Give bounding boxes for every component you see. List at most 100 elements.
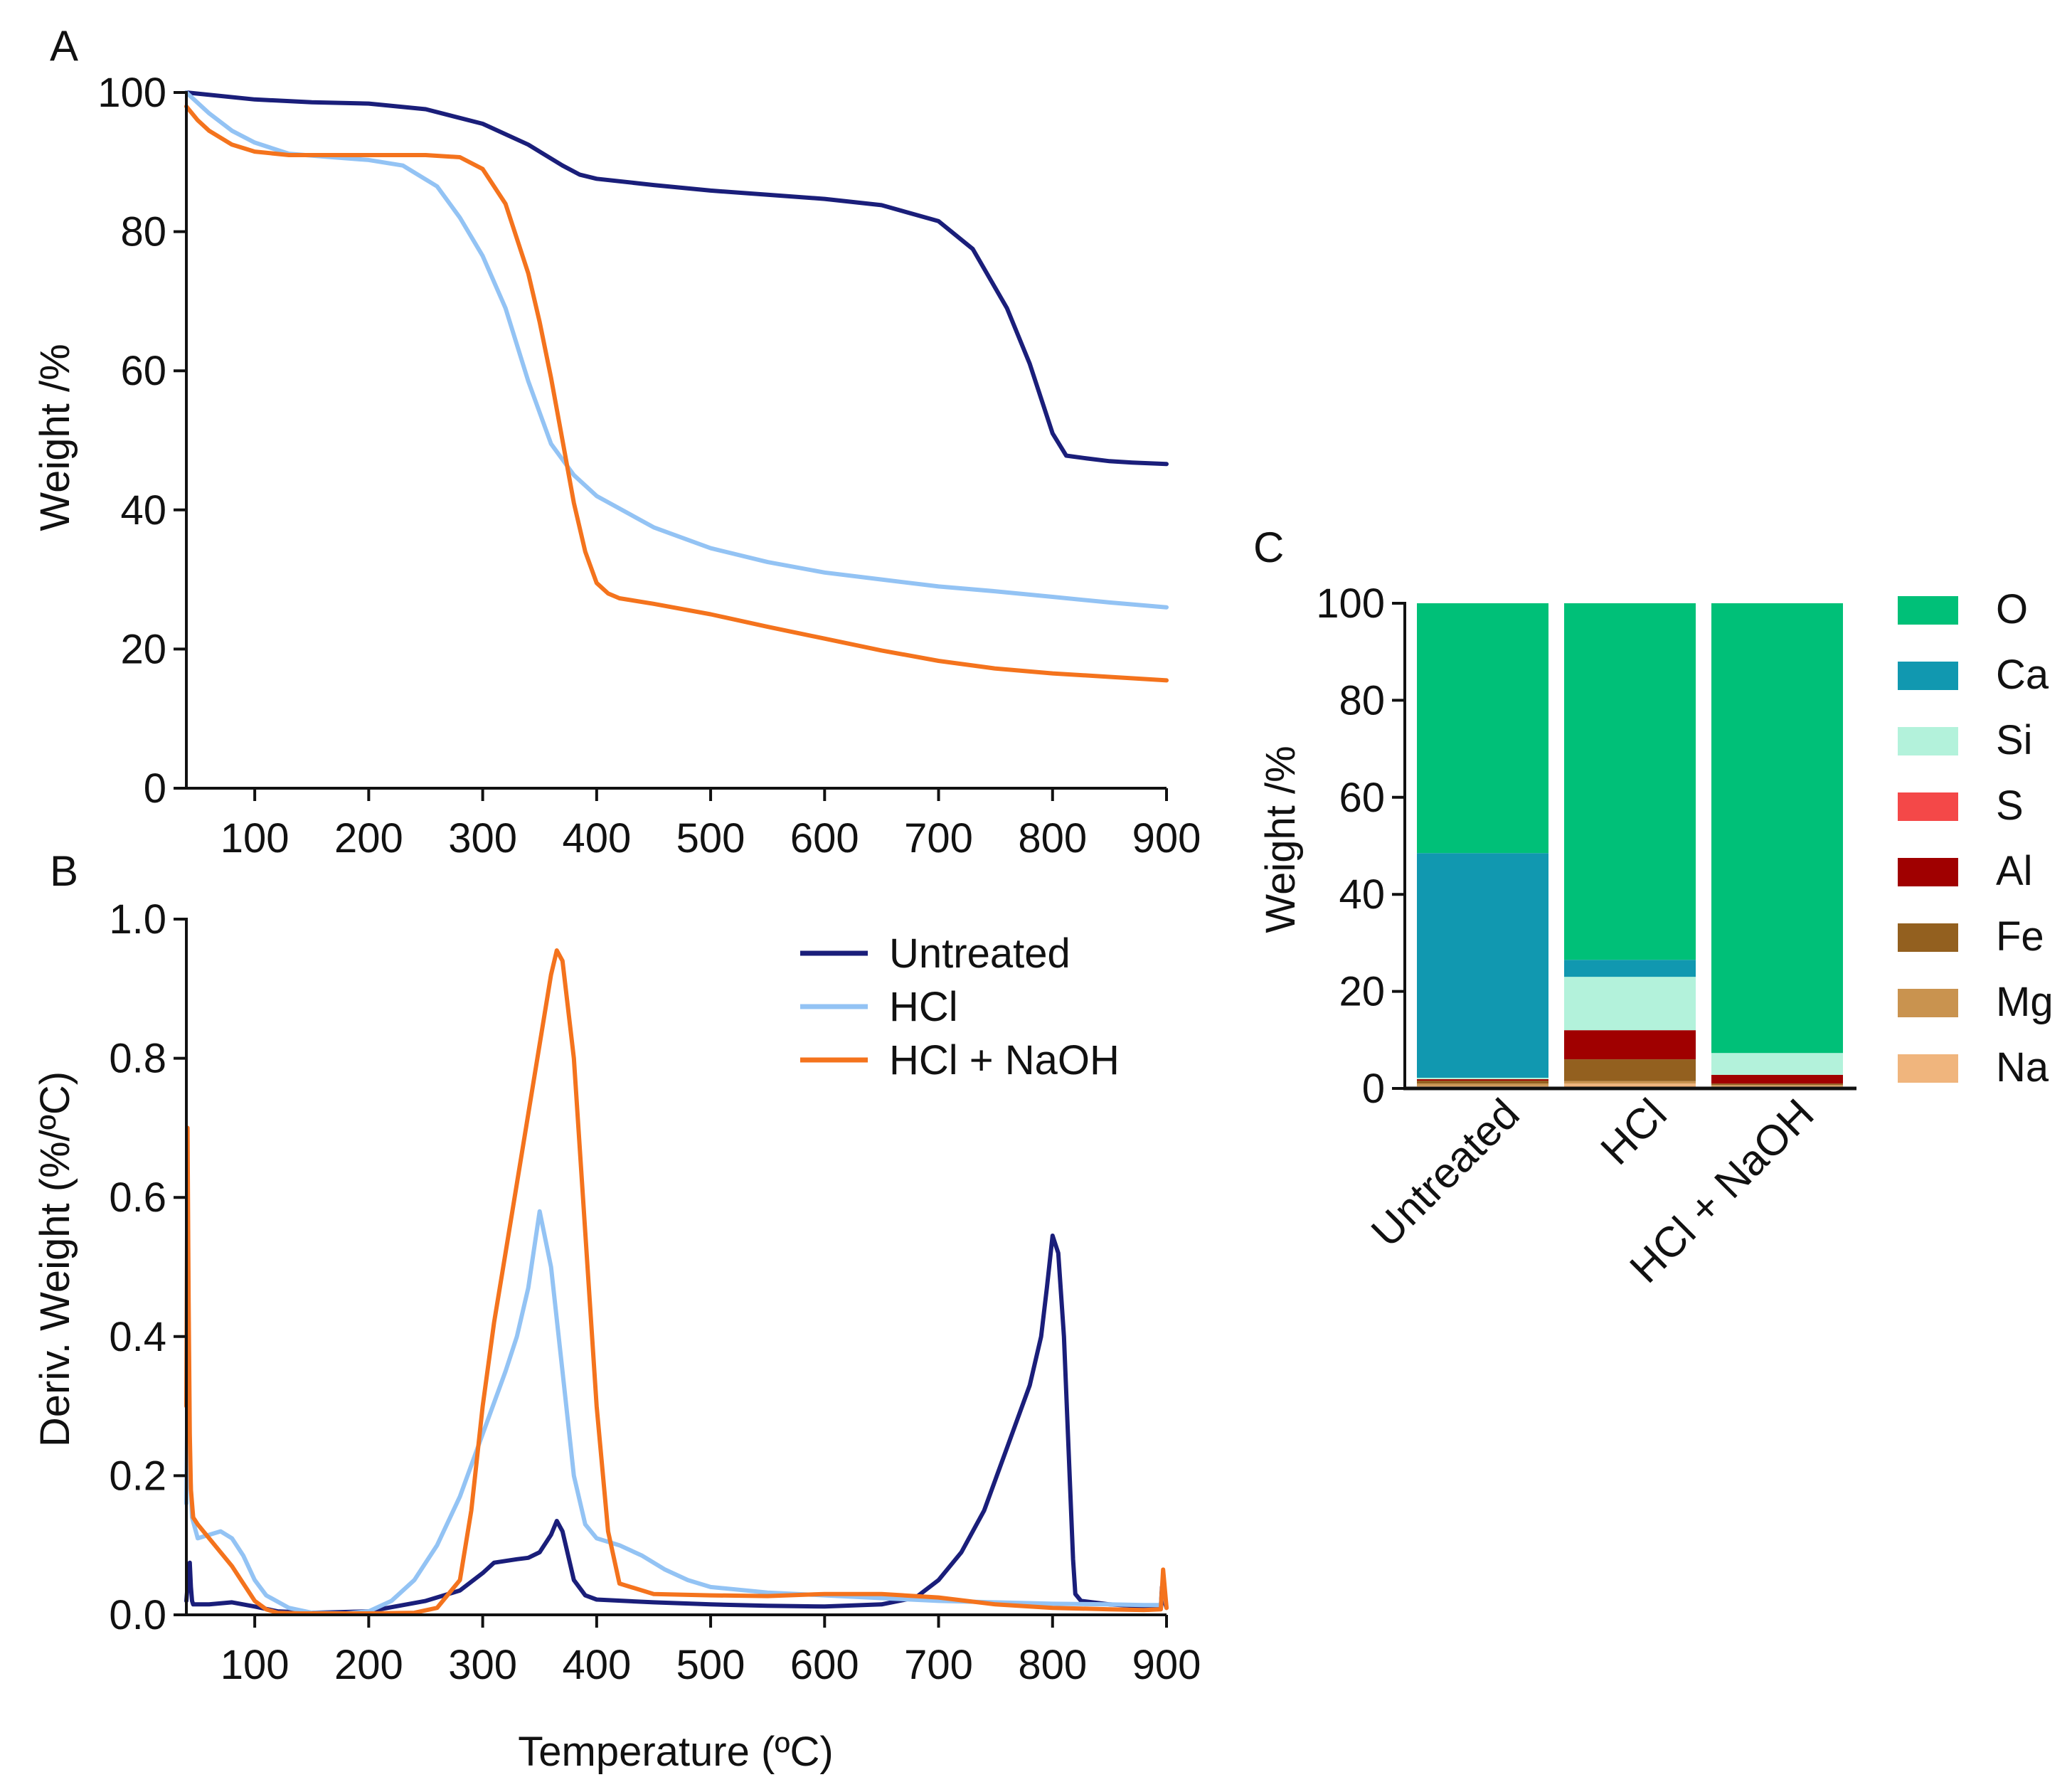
panel-c-bars: [1417, 603, 1843, 1088]
panel-a-y-tick-label: 100: [97, 70, 166, 116]
bar-segment-hcl-ca: [1564, 960, 1696, 977]
panel-a-y-tick-label: 20: [120, 626, 166, 672]
panel-b-x-tick-label: 900: [1132, 1642, 1201, 1688]
panel-b-derivative-chart: B 0.0 0.2 0.4 0.6 0.8 1.0 100 200 300 400 500 600 7…: [32, 847, 1201, 1775]
panel-b-y-axis-title: Deriv. Weight (%/ºC): [32, 1071, 78, 1447]
bar-segment-hcl-al: [1564, 1030, 1696, 1060]
panel-b-y-tick-label: 0.0: [109, 1592, 166, 1638]
category-label-hcl: HCl: [1592, 1090, 1676, 1174]
panel-a-y-axis-title: Weight /%: [32, 344, 78, 531]
legend-swatch-ca: [1898, 662, 1958, 690]
panel-b-x-tick-label: 700: [904, 1642, 973, 1688]
bar-segment-hcl-naoh-si: [1711, 1053, 1843, 1075]
panel-b-series: [184, 948, 1169, 1616]
panel-b-series-line-untreated: [184, 1234, 1169, 1616]
panel-a-y-tick-label: 60: [120, 348, 166, 394]
legend-label-s: S: [1996, 783, 2024, 829]
panel-b-x-tick-label: 100: [221, 1642, 289, 1688]
panel-a-x-tick-label: 800: [1018, 815, 1087, 861]
bar-segment-untreated-fe: [1417, 1081, 1548, 1084]
panel-a-x-tick-label: 400: [562, 815, 631, 861]
panel-c-y-tick-label: 0: [1362, 1066, 1385, 1112]
panel-c-y-tick-label: 20: [1339, 969, 1385, 1015]
panel-a-y-tick-label: 80: [120, 209, 166, 255]
panel-c-y-axis-title: Weight /%: [1258, 746, 1304, 933]
bar-segment-untreated-al: [1417, 1079, 1548, 1081]
legend-label-al: Al: [1996, 848, 2033, 894]
panel-b-x-tick-label: 600: [790, 1642, 859, 1688]
panel-b-series-line-hcl-naoh: [184, 948, 1169, 1616]
panel-b-x-tick-label: 200: [334, 1642, 403, 1688]
bar-segment-untreated-ca: [1417, 853, 1548, 1078]
panel-letter-a: A: [50, 22, 78, 70]
panel-c-y-tick-label: 60: [1339, 775, 1385, 821]
panel-a-x-tick-label: 200: [334, 815, 403, 861]
panel-a-y-ticks: 0 20 40 60 80 100: [97, 70, 186, 812]
bar-segment-untreated-si: [1417, 1077, 1548, 1080]
panel-b-y-ticks: 0.0 0.2 0.4 0.6 0.8 1.0: [109, 896, 186, 1638]
legend-swatch-na: [1898, 1054, 1958, 1083]
legend-label-ca: Ca: [1996, 652, 2049, 698]
panel-b-y-tick-label: 0.8: [109, 1036, 166, 1082]
legend-swatch-o: [1898, 596, 1958, 625]
bar-segment-hcl-o: [1564, 603, 1696, 960]
legend-swatch-s: [1898, 792, 1958, 821]
bar-segment-hcl-fe: [1564, 1059, 1696, 1081]
bar-segment-untreated-o: [1417, 603, 1548, 854]
panel-b-x-tick-label: 300: [448, 1642, 517, 1688]
legend-swatch-al: [1898, 858, 1958, 886]
panel-b-series-line-hcl: [184, 1209, 1169, 1616]
panel-letter-c: C: [1253, 524, 1284, 571]
legend-swatch-si: [1898, 727, 1958, 755]
legend-label-o: O: [1996, 586, 2028, 632]
bar-segment-hcl-si: [1564, 977, 1696, 1031]
panel-a-series-line-hcl: [184, 90, 1169, 610]
legend-swatch-mg: [1898, 989, 1958, 1017]
bar-segment-hcl-naoh-al: [1711, 1074, 1843, 1084]
bar-segment-hcl-naoh-o: [1711, 603, 1843, 1054]
legend-label-mg: Mg: [1996, 979, 2054, 1025]
panel-a-x-tick-label: 600: [790, 815, 859, 861]
panel-a-series: [184, 90, 1169, 683]
panel-c-y-tick-label: 80: [1339, 677, 1385, 723]
panel-a-x-tick-label: 700: [904, 815, 973, 861]
legend-label-untreated: Untreated: [889, 930, 1070, 977]
panel-a-series-line-hcl-naoh: [184, 104, 1169, 683]
legend-swatch-fe: [1898, 923, 1958, 952]
panel-a-thermogravimetric-chart: A 0 20 40 60 80 100 100 200 300 400 500 600 700 800 9…: [32, 22, 1201, 861]
panel-c-y-tick-label: 100: [1316, 580, 1385, 627]
panel-a-x-tick-label: 100: [221, 815, 289, 861]
panel-b-y-tick-label: 0.2: [109, 1453, 166, 1499]
panel-a-y-tick-label: 40: [120, 487, 166, 534]
panel-a-y-tick-label: 0: [144, 765, 166, 812]
bar-segment-hcl-mg: [1564, 1081, 1696, 1084]
legend-label-si: Si: [1996, 717, 2033, 763]
legend-label-hcl-naoh: HCl + NaOH: [889, 1037, 1120, 1083]
panel-letter-b: B: [50, 847, 78, 895]
panel-a-series-line-untreated: [184, 90, 1169, 467]
panel-a-x-tick-label: 900: [1132, 815, 1201, 861]
panel-b-y-tick-label: 0.4: [109, 1314, 166, 1360]
panel-b-y-tick-label: 1.0: [109, 896, 166, 943]
panel-b-x-tick-label: 400: [562, 1642, 631, 1688]
panel-b-y-tick-label: 0.6: [109, 1174, 166, 1221]
x-axis-title-temperature: Temperature (ºC): [518, 1729, 833, 1775]
panel-b-legend: Untreated HCl HCl + NaOH: [800, 930, 1120, 1083]
panel-c-y-tick-label: 40: [1339, 871, 1385, 918]
panel-b-x-tick-label: 500: [676, 1642, 745, 1688]
category-label-untreated: Untreated: [1362, 1090, 1529, 1256]
legend-label-hcl: HCl: [889, 984, 958, 1030]
legend-label-na: Na: [1996, 1044, 2049, 1091]
panel-a-x-tick-label: 500: [676, 815, 745, 861]
panel-c-y-ticks: 0 20 40 60 80 100: [1316, 580, 1405, 1112]
bar-segment-untreated-mg: [1417, 1083, 1548, 1086]
bar-segment-hcl-na: [1564, 1083, 1696, 1088]
legend-label-fe: Fe: [1996, 913, 2044, 960]
panel-b-x-ticks: 100 200 300 400 500 600 700 800 900: [221, 1615, 1201, 1688]
bar-segment-hcl-naoh-mg: [1711, 1085, 1843, 1086]
panel-b-x-tick-label: 800: [1018, 1642, 1087, 1688]
bar-segment-hcl-naoh-fe: [1711, 1083, 1843, 1086]
